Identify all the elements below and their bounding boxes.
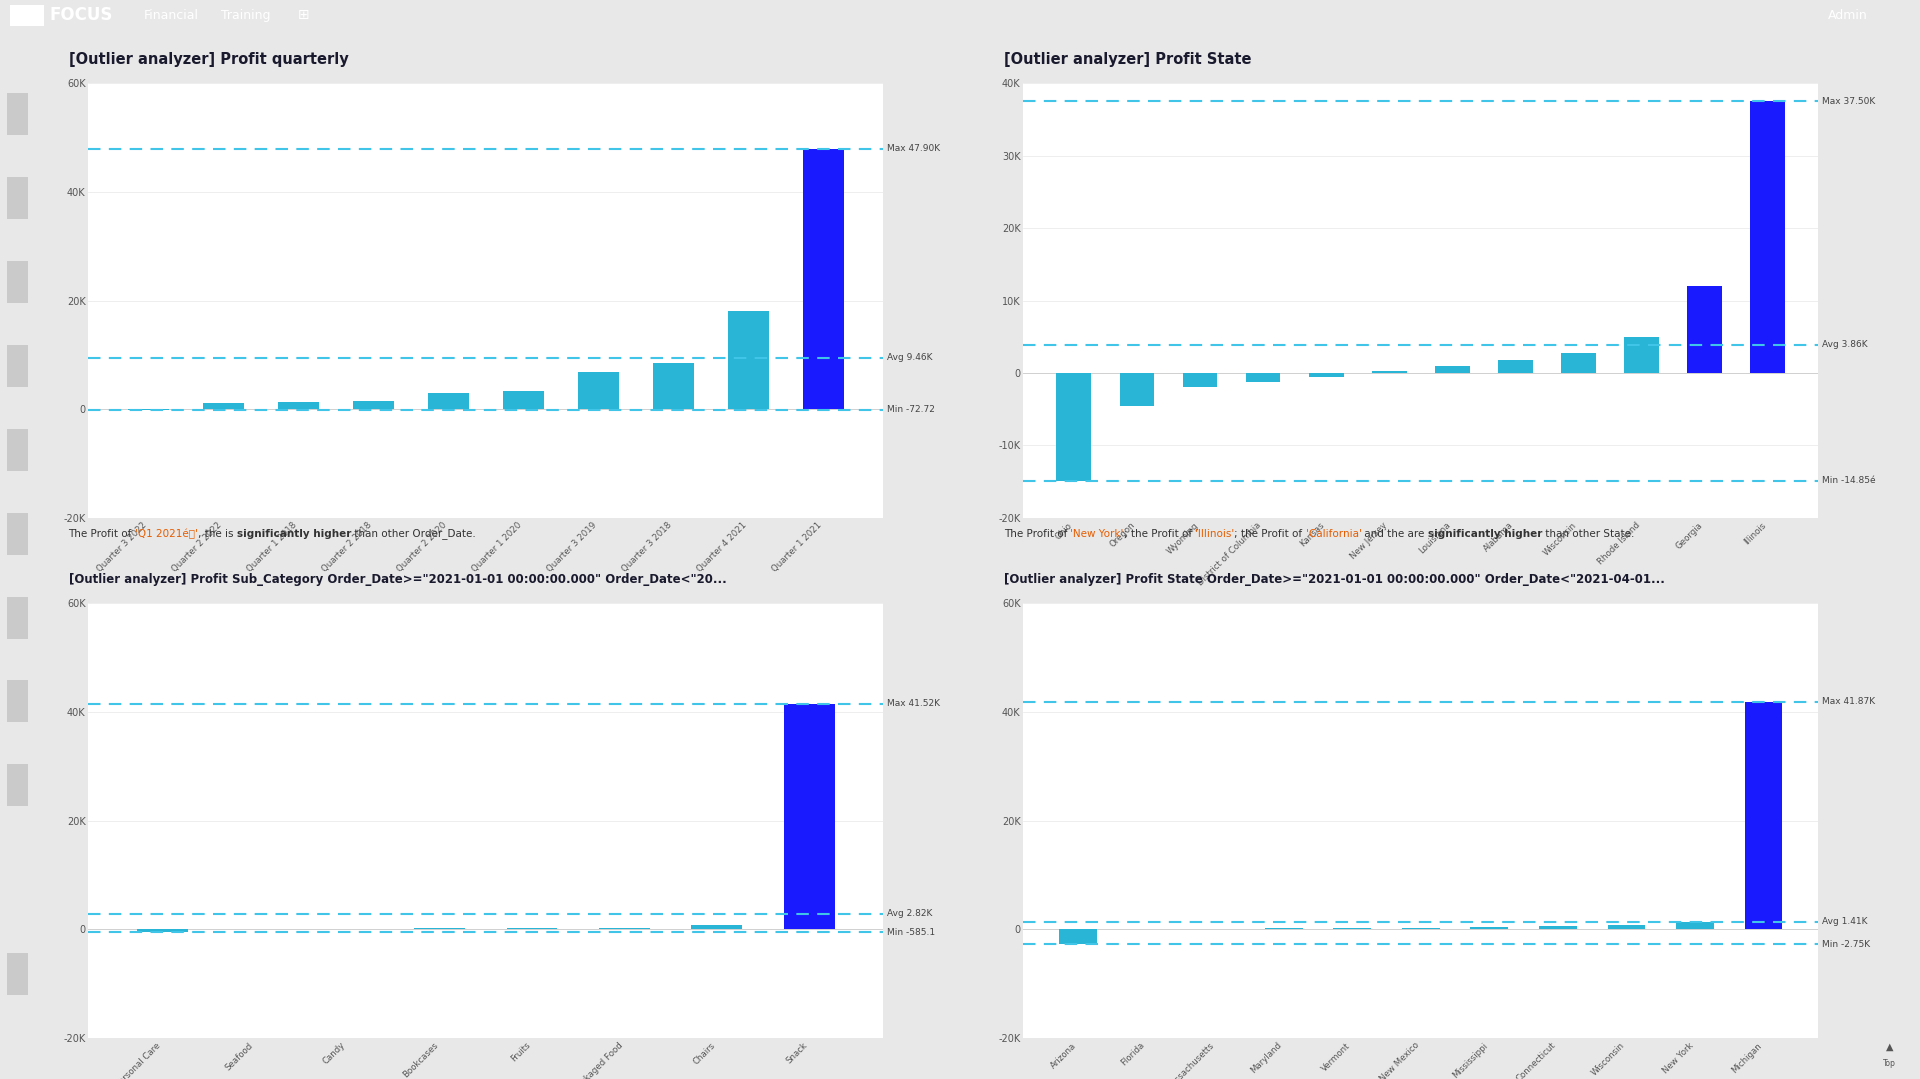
Text: FOCUS: FOCUS [50, 6, 113, 24]
Bar [1434, 367, 1469, 373]
Text: ; the Profit of: ; the Profit of [1123, 529, 1194, 538]
Text: 'New York': 'New York' [1069, 529, 1123, 538]
Text: Training: Training [221, 9, 271, 22]
Bar [653, 363, 693, 409]
Text: ; the Profit of: ; the Profit of [1235, 529, 1306, 538]
Text: [Outlier analyzer] Profit State Order_Date>="2021-01-01 00:00:00.000" Order_Date: [Outlier analyzer] Profit State Order_Da… [1004, 573, 1665, 586]
Text: than other State.: than other State. [1542, 529, 1634, 538]
Text: [Outlier analyzer] Profit quarterly: [Outlier analyzer] Profit quarterly [69, 52, 348, 67]
Text: 'Illinois': 'Illinois' [1194, 529, 1235, 538]
Bar [691, 925, 743, 929]
Bar [8, 764, 27, 806]
Text: significantly higher: significantly higher [1428, 529, 1542, 538]
Bar [8, 93, 27, 135]
Text: significantly higher: significantly higher [236, 529, 351, 538]
Text: The Profit of: The Profit of [69, 529, 134, 538]
Bar [1060, 929, 1096, 944]
Bar [507, 928, 557, 929]
Text: Admin: Admin [1828, 9, 1868, 22]
Bar [1607, 926, 1645, 929]
Bar [1332, 928, 1371, 929]
Bar [1751, 101, 1786, 373]
Text: The Profit of: The Profit of [1004, 529, 1069, 538]
Bar [783, 704, 835, 929]
Text: Max 41.52K: Max 41.52K [887, 699, 941, 708]
Text: ⊞: ⊞ [298, 9, 309, 22]
Text: [Outlier analyzer] Profit Sub_Category Order_Date>="2021-01-01 00:00:00.000" Ord: [Outlier analyzer] Profit Sub_Category O… [69, 573, 726, 586]
Text: Min -72.72: Min -72.72 [887, 405, 935, 414]
Text: Avg 9.46K: Avg 9.46K [887, 353, 933, 363]
Bar [503, 391, 543, 409]
Bar [8, 345, 27, 386]
Bar [1309, 373, 1344, 377]
Bar [803, 149, 843, 409]
Text: Financial: Financial [144, 9, 200, 22]
Bar [1373, 371, 1407, 373]
Text: Min -2.75K: Min -2.75K [1822, 940, 1870, 948]
Bar [728, 312, 768, 409]
Bar [8, 513, 27, 555]
Text: Max 41.87K: Max 41.87K [1822, 697, 1876, 707]
Bar [8, 681, 27, 723]
Text: Avg 3.86K: Avg 3.86K [1822, 341, 1868, 350]
Bar [1402, 928, 1440, 929]
Text: Min -14.85é: Min -14.85é [1822, 476, 1876, 486]
Bar [1119, 373, 1154, 406]
Bar [278, 401, 319, 409]
Text: Max 47.90K: Max 47.90K [887, 145, 941, 153]
Bar [1624, 337, 1659, 373]
Bar [8, 597, 27, 639]
Text: 'Q1 2021é': 'Q1 2021é' [134, 529, 198, 538]
Bar [1676, 923, 1715, 929]
Bar [1688, 286, 1722, 373]
Text: than other Order_Date.: than other Order_Date. [351, 528, 476, 540]
Bar [1498, 360, 1532, 373]
Text: Avg 2.82K: Avg 2.82K [887, 910, 933, 918]
Text: 'California': 'California' [1306, 529, 1361, 538]
Bar [1246, 373, 1281, 382]
Bar [8, 428, 27, 470]
Text: Top: Top [1884, 1058, 1895, 1068]
Bar [599, 928, 649, 929]
Bar [8, 261, 27, 303]
Text: and the are: and the are [1361, 529, 1428, 538]
Text: Min -585.1: Min -585.1 [887, 928, 935, 937]
Bar [578, 372, 618, 409]
Bar [136, 929, 188, 932]
Text: Max 37.50K: Max 37.50K [1822, 97, 1876, 106]
Bar [1561, 353, 1596, 373]
Bar [1183, 373, 1217, 387]
Bar [1471, 927, 1509, 929]
Bar [1540, 927, 1576, 929]
Bar [10, 4, 44, 26]
Bar [204, 402, 244, 409]
Bar [8, 953, 27, 995]
Bar [1056, 373, 1091, 480]
Text: [Outlier analyzer] Profit State: [Outlier analyzer] Profit State [1004, 52, 1252, 67]
Text: ▲: ▲ [1885, 1042, 1893, 1052]
Bar [353, 400, 394, 409]
Bar [1745, 701, 1782, 929]
Text: Avg 1.41K: Avg 1.41K [1822, 917, 1868, 926]
Bar [8, 177, 27, 219]
Text: , the is: , the is [198, 529, 236, 538]
Bar [428, 394, 468, 409]
